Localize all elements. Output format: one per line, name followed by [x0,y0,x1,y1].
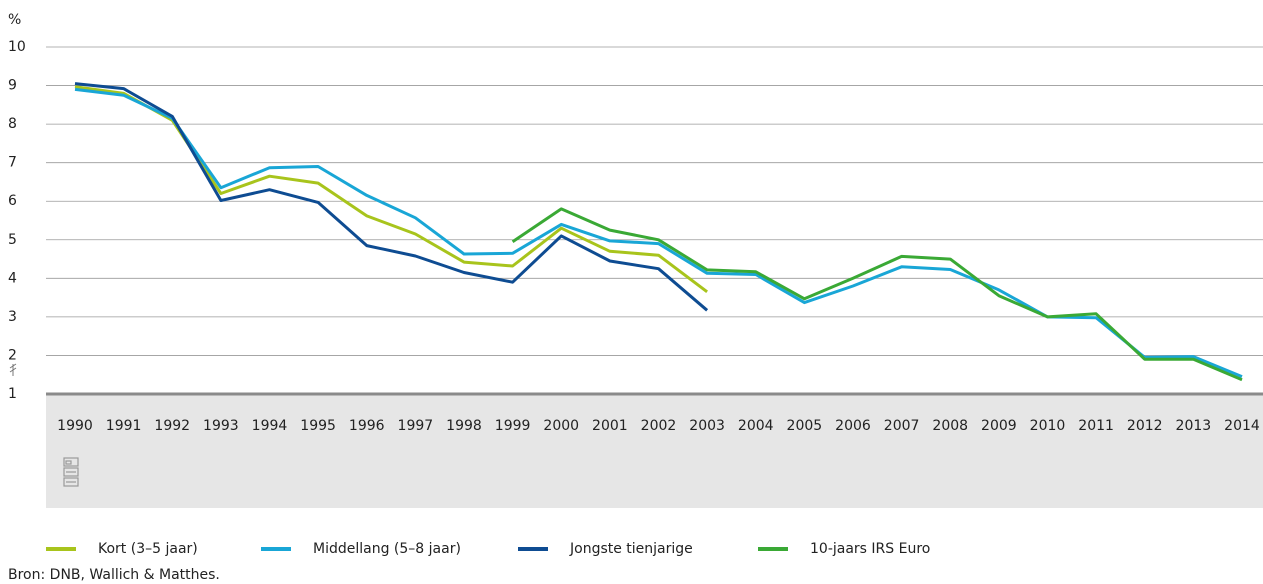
x-tick-label: 2004 [738,418,774,434]
cbs-logo [63,457,79,487]
series-line [511,207,1243,382]
y-tick-label: 9 [8,78,17,94]
series-line [74,87,1243,378]
x-tick-label: 2001 [592,418,628,434]
x-tick-label: 1992 [154,418,190,434]
y-tick-label: 7 [8,155,17,171]
y-tick-label: 3 [8,309,17,325]
x-tick-label: 2013 [1176,418,1212,434]
axis-break [9,363,17,376]
legend-label: 10-jaars IRS Euro [810,541,930,557]
y-tick-label: 10 [8,39,26,55]
y-tick-label: 2 [8,347,17,363]
x-tick-label: 1990 [57,418,93,434]
x-tick-label: 2002 [641,418,677,434]
legend-label: Kort (3–5 jaar) [98,541,198,557]
x-tick-label: 2012 [1127,418,1163,434]
x-tick-label: 2007 [884,418,920,434]
x-tick-label: 2003 [689,418,725,434]
y-tick-label: 6 [8,193,17,209]
y-tick-label: 1 [8,386,17,402]
x-tick-label: 1998 [446,418,482,434]
source-note: Bron: DNB, Wallich & Matthes. [8,567,220,583]
x-tick-label: 2010 [1030,418,1066,434]
x-tick-label: 1991 [106,418,142,434]
x-tick-label: 1997 [398,418,434,434]
x-tick-label: 2011 [1078,418,1114,434]
x-tick-label: 2009 [981,418,1017,434]
legend-label: Jongste tienjarige [569,541,693,557]
x-tick-label: 1999 [495,418,531,434]
series-line [74,82,709,312]
x-tick-label: 1995 [300,418,336,434]
x-tick-label: 1994 [252,418,288,434]
legend-label: Middellang (5–8 jaar) [313,541,461,557]
x-axis-band [46,394,1263,508]
x-tick-label: 1996 [349,418,385,434]
x-tick-label: 2006 [835,418,871,434]
x-tick-label: 1993 [203,418,239,434]
x-tick-label: 2000 [543,418,579,434]
x-tick-label: 2014 [1224,418,1260,434]
x-tick-label: 2005 [787,418,823,434]
y-tick-label: 4 [8,270,17,286]
y-unit-label: % [8,12,21,28]
y-tick-label: 8 [8,116,17,132]
x-tick-label: 2008 [932,418,968,434]
y-tick-label: 5 [8,232,17,248]
